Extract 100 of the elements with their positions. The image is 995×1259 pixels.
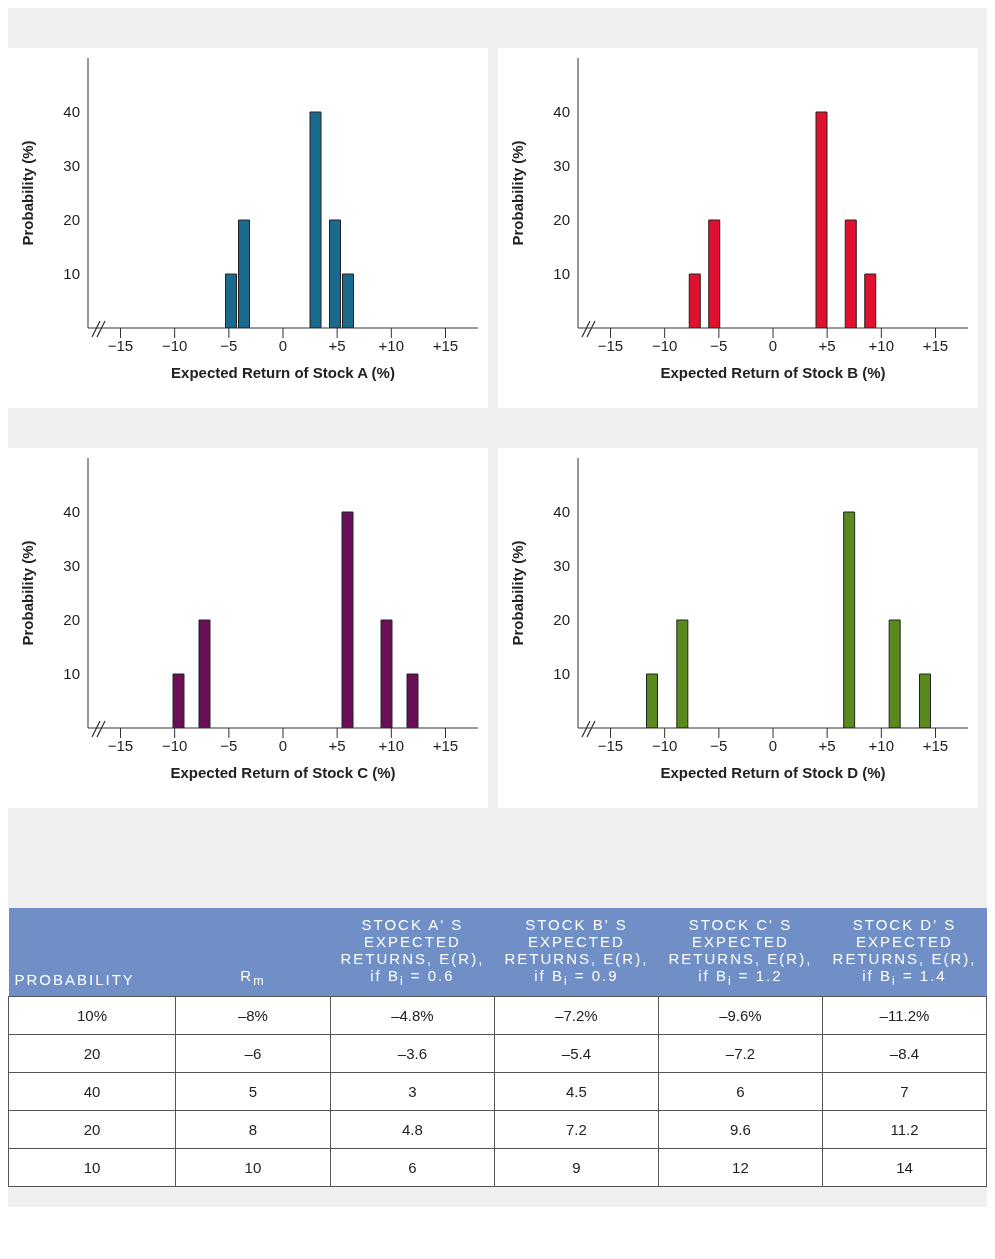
y-tick-label: 10 <box>553 265 570 283</box>
x-tick-label: −10 <box>161 736 188 754</box>
y-tick-label: 10 <box>63 665 80 683</box>
category-label: STOCK D' S EXPECTED RETURNS, E(R), if B$_{i}$ = 1.4 <box>831 915 978 990</box>
y-tick-label: 40 <box>553 503 570 521</box>
x-tick-label: −5 <box>710 336 728 354</box>
x-tick-label: +5 <box>328 336 346 354</box>
bar <box>708 219 721 328</box>
y-tick-label: 10 <box>553 665 570 683</box>
x-tick-label: +5 <box>818 736 836 754</box>
text: 4.5 <box>494 1072 659 1111</box>
x-axis-title: Expected Return of Stock B (%) <box>660 364 886 381</box>
text: 6 <box>330 1148 495 1187</box>
bar <box>844 219 857 328</box>
y-tick-label: 30 <box>553 557 570 575</box>
bar <box>406 673 419 728</box>
text: –9.6% <box>658 996 823 1035</box>
y-tick-label: 20 <box>553 211 570 229</box>
category-label: PROBABILITY <box>13 970 136 990</box>
category-label: R$_{m}$ <box>239 966 267 990</box>
text: –8% <box>175 996 331 1035</box>
text: 12 <box>658 1148 823 1187</box>
x-tick-label: 0 <box>768 736 778 754</box>
x-axis-title: Expected Return of Stock A (%) <box>171 364 395 381</box>
y-axis-title: Probability (%) <box>509 140 527 246</box>
x-tick-label: +10 <box>378 336 405 354</box>
text: 3 <box>330 1072 495 1111</box>
x-tick-label: −5 <box>220 336 238 354</box>
y-tick-label: 30 <box>63 157 80 175</box>
text: –3.6 <box>330 1034 495 1073</box>
text: –7.2 <box>658 1034 823 1073</box>
text: –11.2% <box>822 996 987 1035</box>
text: 11.2 <box>822 1110 987 1149</box>
y-tick-label: 30 <box>63 557 80 575</box>
text: 6 <box>658 1072 823 1111</box>
x-tick-label: −10 <box>651 736 678 754</box>
x-tick-label: −15 <box>597 736 624 754</box>
y-tick-label: 40 <box>553 103 570 121</box>
text: 8 <box>175 1110 331 1149</box>
x-tick-label: +15 <box>922 736 949 754</box>
x-tick-label: 0 <box>768 336 778 354</box>
x-tick-label: −15 <box>107 736 134 754</box>
x-tick-label: −15 <box>597 336 624 354</box>
bar <box>864 273 877 328</box>
x-tick-label: +15 <box>922 336 949 354</box>
x-tick-label: +5 <box>328 736 346 754</box>
bar <box>688 273 701 328</box>
x-tick-label: +15 <box>432 336 459 354</box>
x-tick-label: +15 <box>432 736 459 754</box>
x-tick-label: −15 <box>107 336 134 354</box>
category-label: STOCK A' S EXPECTED RETURNS, E(R), if B$_{i}$ = 0.6 <box>339 915 486 990</box>
text: –4.8% <box>330 996 495 1035</box>
y-tick-label: 20 <box>553 611 570 629</box>
x-axis-title: Expected Return of Stock C (%) <box>170 764 396 781</box>
text: 10 <box>175 1148 331 1187</box>
text: 7 <box>822 1072 987 1111</box>
x-tick-label: +10 <box>868 336 895 354</box>
text: 10% <box>8 996 176 1035</box>
bar <box>646 673 658 728</box>
text: –5.4 <box>494 1034 659 1073</box>
text: 7.2 <box>494 1110 659 1149</box>
text: –8.4 <box>822 1034 987 1073</box>
x-tick-label: −5 <box>710 736 728 754</box>
x-tick-label: 0 <box>278 736 288 754</box>
text: 4.8 <box>330 1110 495 1149</box>
y-tick-label: 40 <box>63 503 80 521</box>
bar <box>341 511 354 728</box>
text: 9.6 <box>658 1110 823 1149</box>
y-tick-label: 40 <box>63 103 80 121</box>
text: –7.2% <box>494 996 659 1035</box>
text: 9 <box>494 1148 659 1187</box>
y-axis-title: Probability (%) <box>19 140 37 246</box>
y-tick-label: 10 <box>63 265 80 283</box>
x-tick-label: +10 <box>868 736 895 754</box>
y-tick-label: 30 <box>553 157 570 175</box>
bar <box>380 619 393 728</box>
y-axis-title: Probability (%) <box>509 540 527 646</box>
x-tick-label: −5 <box>220 736 238 754</box>
x-axis-title: Expected Return of Stock D (%) <box>660 764 886 781</box>
x-tick-label: 0 <box>278 336 288 354</box>
x-tick-label: −10 <box>651 336 678 354</box>
x-tick-label: −10 <box>161 336 188 354</box>
bar <box>676 619 689 728</box>
bar <box>888 619 901 728</box>
bar <box>843 511 856 728</box>
bar <box>309 111 322 328</box>
y-tick-label: 20 <box>63 611 80 629</box>
text: 5 <box>175 1072 331 1111</box>
category-label: STOCK C' S EXPECTED RETURNS, E(R), if B$_{i}$ = 1.2 <box>667 915 814 990</box>
text: –6 <box>175 1034 331 1073</box>
bar <box>919 673 931 728</box>
bar <box>198 619 211 728</box>
text: 14 <box>822 1148 987 1187</box>
category-label: STOCK B' S EXPECTED RETURNS, E(R), if B$_{i}$ = 0.9 <box>503 915 650 990</box>
y-axis-title: Probability (%) <box>19 540 37 646</box>
x-tick-label: +10 <box>378 736 405 754</box>
y-tick-label: 20 <box>63 211 80 229</box>
x-tick-label: +5 <box>818 336 836 354</box>
bar <box>815 111 828 328</box>
bar <box>172 673 185 728</box>
